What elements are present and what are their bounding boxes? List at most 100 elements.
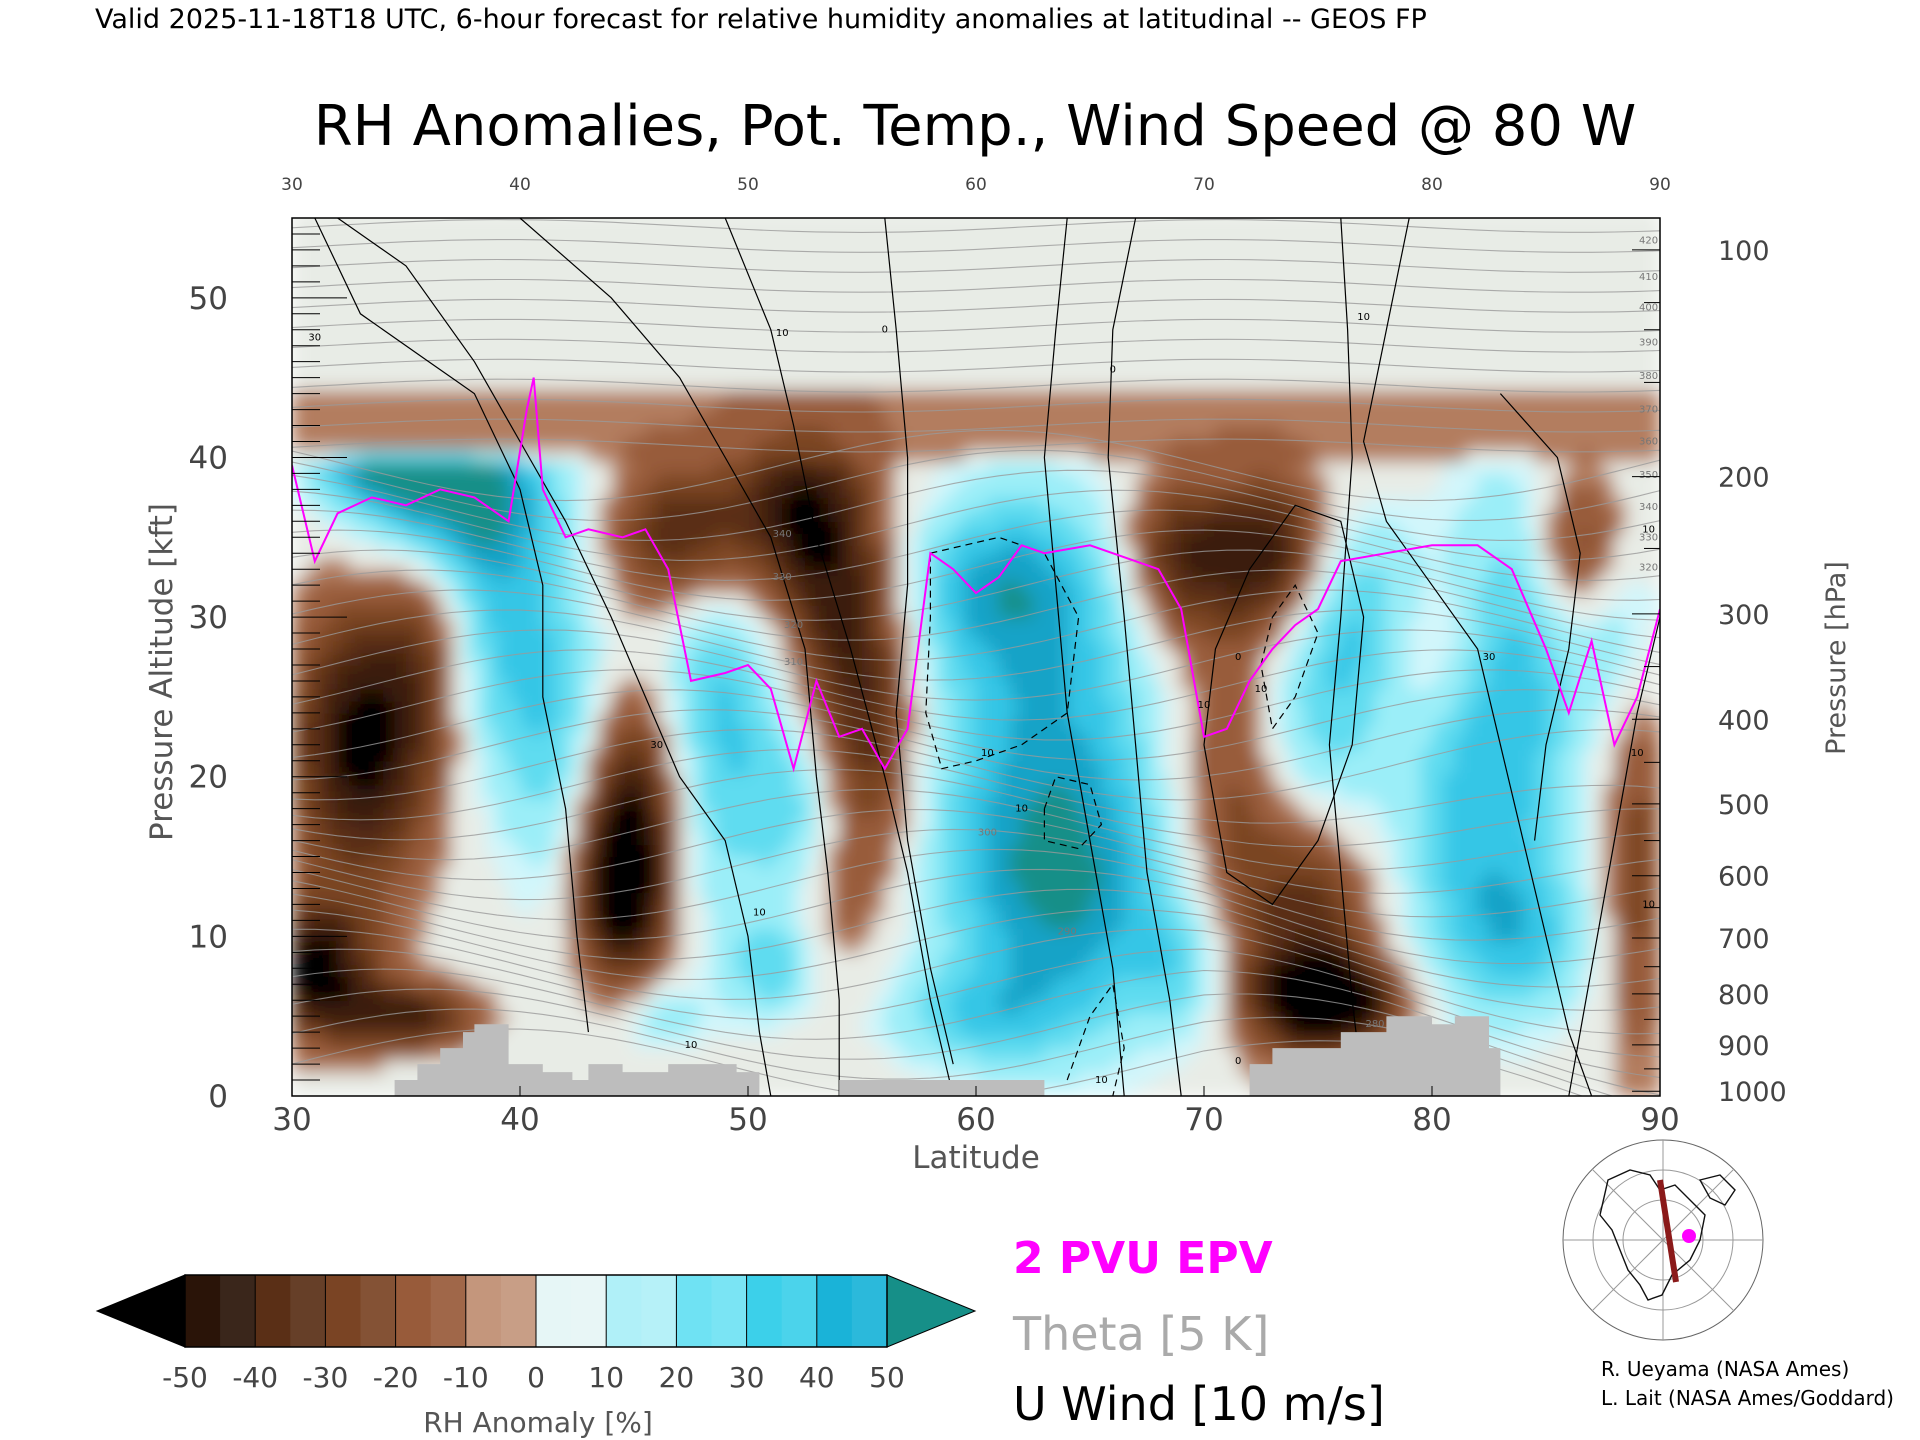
heat-cell <box>326 1024 339 1037</box>
heat-cell <box>987 856 1000 870</box>
heat-cell <box>1033 952 1045 965</box>
heat-cell <box>394 533 407 546</box>
heat-cell <box>520 257 532 271</box>
heat-cell <box>770 1024 783 1037</box>
heat-cell <box>520 916 532 929</box>
heat-cell <box>383 449 396 463</box>
heat-cell <box>360 425 373 439</box>
heat-cell <box>451 497 464 510</box>
heat-cell <box>349 772 361 786</box>
heat-cell <box>930 1048 943 1061</box>
heat-cell <box>827 521 840 534</box>
heat-cell <box>793 281 806 295</box>
heat-cell <box>782 245 795 259</box>
heat-cell <box>485 964 498 977</box>
heat-cell <box>440 832 453 846</box>
heat-cell <box>394 1012 407 1025</box>
heat-cell <box>964 641 977 654</box>
heat-cell <box>964 832 977 846</box>
heat-cell <box>953 293 966 307</box>
heat-cell <box>428 736 441 750</box>
heat-cell <box>542 653 555 666</box>
heat-cell <box>440 736 453 750</box>
heat-cell <box>303 724 316 738</box>
heat-cell <box>748 928 760 941</box>
heat-cell <box>702 401 715 415</box>
heat-cell <box>406 317 418 331</box>
heat-cell <box>862 988 874 1001</box>
heat-cell <box>406 880 418 894</box>
heat-cell <box>463 509 475 522</box>
heat-cell <box>314 245 327 259</box>
heat-cell <box>1021 281 1034 295</box>
heat-cell <box>941 497 954 510</box>
heat-cell <box>976 245 988 259</box>
heat-cell <box>759 784 772 798</box>
heat-cell <box>417 796 430 810</box>
heat-cell <box>440 844 453 858</box>
heat-cell <box>1021 437 1034 451</box>
heat-cell <box>759 485 772 498</box>
heat-cell <box>520 557 532 570</box>
heat-cell <box>691 329 703 343</box>
heat-cell <box>474 545 487 558</box>
heat-cell <box>1033 449 1045 463</box>
heat-cell <box>884 892 897 906</box>
heat-cell <box>691 772 703 786</box>
heat-cell <box>976 521 988 534</box>
heat-cell <box>440 221 453 235</box>
heat-cell <box>349 389 361 403</box>
heat-cell <box>702 1012 715 1025</box>
heat-cell <box>793 892 806 906</box>
heat-cell <box>987 1000 1000 1013</box>
heat-cell <box>554 1024 567 1037</box>
heat-cell <box>793 712 806 726</box>
heat-cell <box>508 218 521 223</box>
heat-cell <box>417 748 430 762</box>
heat-cell <box>873 844 886 858</box>
heat-cell <box>417 892 430 906</box>
heat-cell <box>634 880 646 894</box>
heat-cell <box>599 784 612 798</box>
heat-cell <box>440 389 453 403</box>
heat-cell <box>474 916 487 929</box>
heat-cell <box>759 341 772 355</box>
heat-cell <box>953 617 966 630</box>
heat-cell <box>656 245 669 259</box>
heat-cell <box>406 808 418 822</box>
heat-cell <box>1021 928 1034 941</box>
heat-cell <box>474 269 487 283</box>
heat-cell <box>599 1036 612 1049</box>
heat-cell <box>314 653 327 666</box>
heat-cell <box>337 736 350 750</box>
heat-cell <box>782 449 795 463</box>
heat-cell <box>702 736 715 750</box>
heat-cell <box>827 653 840 666</box>
heat-cell <box>314 796 327 810</box>
heat-cell <box>827 473 840 486</box>
heat-cell <box>736 545 749 558</box>
heat-cell <box>725 964 738 977</box>
heat-cell <box>884 353 897 367</box>
heat-cell <box>656 964 669 977</box>
heat-cell <box>884 1012 897 1025</box>
heat-cell <box>371 437 384 451</box>
heat-cell <box>360 377 373 391</box>
heat-cell <box>428 377 441 391</box>
heat-cell <box>976 221 988 235</box>
heat-cell <box>474 593 487 606</box>
heat-cell <box>314 772 327 786</box>
heat-cell <box>531 497 544 510</box>
heat-cell <box>793 545 806 558</box>
heat-cell <box>1044 305 1057 319</box>
heat-cell <box>770 245 783 259</box>
heat-cell <box>839 940 852 953</box>
heat-cell <box>565 772 578 786</box>
heat-cell <box>588 653 601 666</box>
heat-cell <box>463 449 475 463</box>
heat-cell <box>337 581 350 594</box>
heat-cell <box>679 593 692 606</box>
heat-cell <box>691 437 703 451</box>
heat-cell <box>588 868 601 882</box>
heat-cell <box>702 521 715 534</box>
